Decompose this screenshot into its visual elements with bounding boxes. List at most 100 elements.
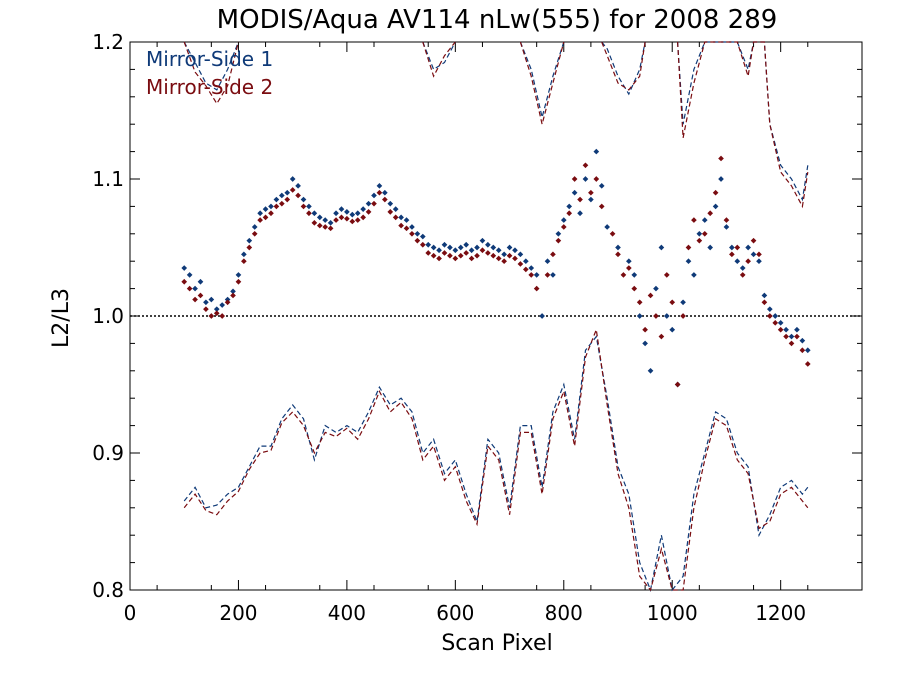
- data-point: [647, 367, 654, 374]
- data-point: [268, 210, 274, 217]
- data-point: [642, 340, 648, 347]
- data-point: [680, 313, 686, 319]
- data-point: [203, 299, 209, 306]
- data-point: [707, 210, 714, 217]
- data-point: [208, 296, 215, 303]
- data-point: [777, 320, 784, 326]
- data-point: [506, 244, 513, 251]
- data-point: [626, 265, 632, 271]
- data-point: [544, 258, 551, 265]
- data-point: [447, 252, 453, 259]
- y-tick-label: 0.8: [92, 578, 124, 602]
- data-point: [327, 220, 334, 226]
- data-point: [219, 313, 226, 319]
- y-tick-label: 0.9: [92, 441, 124, 465]
- data-point: [766, 313, 773, 319]
- data-point: [333, 210, 339, 217]
- data-point: [409, 230, 415, 237]
- data-point: [517, 251, 524, 258]
- data-point: [593, 148, 600, 155]
- data-point: [799, 347, 806, 354]
- data-point: [750, 237, 757, 244]
- bound-line: [677, 41, 809, 202]
- data-point: [300, 203, 307, 210]
- data-point: [257, 217, 263, 223]
- data-point: [268, 203, 274, 210]
- y-axis-label: L2/L3: [49, 288, 74, 348]
- data-point: [729, 244, 735, 251]
- data-point: [262, 214, 269, 221]
- data-point: [284, 189, 291, 196]
- x-tick-label: 400: [328, 601, 366, 625]
- data-point: [419, 241, 426, 248]
- data-point: [387, 209, 394, 215]
- data-point: [349, 211, 356, 218]
- data-point: [533, 285, 540, 292]
- legend-entry: Mirror-Side 1: [146, 47, 273, 71]
- data-point: [311, 210, 318, 217]
- data-point: [479, 247, 486, 254]
- data-point: [398, 214, 404, 221]
- data-point: [588, 189, 594, 196]
- data-point: [452, 255, 459, 262]
- bound-line: [422, 41, 456, 78]
- data-point: [278, 200, 285, 207]
- data-point: [257, 210, 263, 217]
- data-point: [365, 200, 372, 207]
- data-point: [278, 192, 285, 199]
- data-point: [701, 217, 708, 223]
- data-point: [745, 258, 751, 265]
- bound-line: [519, 41, 565, 118]
- data-point: [566, 210, 573, 217]
- chart-title: MODIS/Aqua AV114 nLw(555) for 2008 289: [217, 5, 778, 35]
- data-point: [783, 326, 789, 333]
- data-point: [723, 224, 730, 230]
- data-point: [528, 265, 535, 271]
- data-point: [636, 313, 643, 319]
- data-point: [804, 347, 811, 354]
- data-point: [517, 261, 524, 267]
- y-tick-label: 1.1: [92, 167, 124, 191]
- bound-line: [601, 41, 646, 96]
- data-point: [756, 258, 762, 265]
- data-point: [734, 258, 741, 265]
- data-point: [344, 209, 350, 215]
- data-point: [224, 299, 231, 306]
- data-point: [761, 292, 768, 299]
- bound-line: [601, 41, 646, 91]
- y-tick-label: 1.2: [92, 30, 124, 54]
- data-point: [712, 189, 719, 196]
- data-point: [316, 214, 323, 221]
- data-point: [289, 187, 296, 193]
- data-point: [560, 224, 567, 230]
- data-point: [474, 252, 480, 259]
- data-point: [262, 206, 269, 212]
- data-point: [718, 176, 724, 182]
- data-point: [273, 203, 280, 210]
- data-point: [544, 272, 551, 278]
- data-point: [582, 176, 589, 182]
- data-point: [577, 210, 583, 217]
- data-point: [490, 252, 497, 259]
- data-point: [485, 241, 491, 248]
- data-point: [338, 206, 345, 212]
- data-point: [322, 224, 329, 230]
- data-point: [512, 247, 518, 254]
- data-point: [181, 265, 188, 271]
- data-point: [696, 230, 703, 237]
- data-point: [636, 299, 643, 306]
- data-point: [251, 224, 258, 230]
- data-point: [620, 272, 627, 278]
- y-tick-label: 1.0: [92, 304, 124, 328]
- data-point: [398, 222, 404, 229]
- data-point: [631, 272, 638, 278]
- data-point: [441, 250, 448, 256]
- data-point: [528, 272, 535, 278]
- data-point: [506, 252, 513, 259]
- bound-line: [183, 41, 239, 91]
- x-tick-label: 1200: [755, 601, 806, 625]
- data-point: [588, 196, 594, 203]
- x-tick-label: 800: [545, 601, 583, 625]
- data-point: [354, 217, 361, 223]
